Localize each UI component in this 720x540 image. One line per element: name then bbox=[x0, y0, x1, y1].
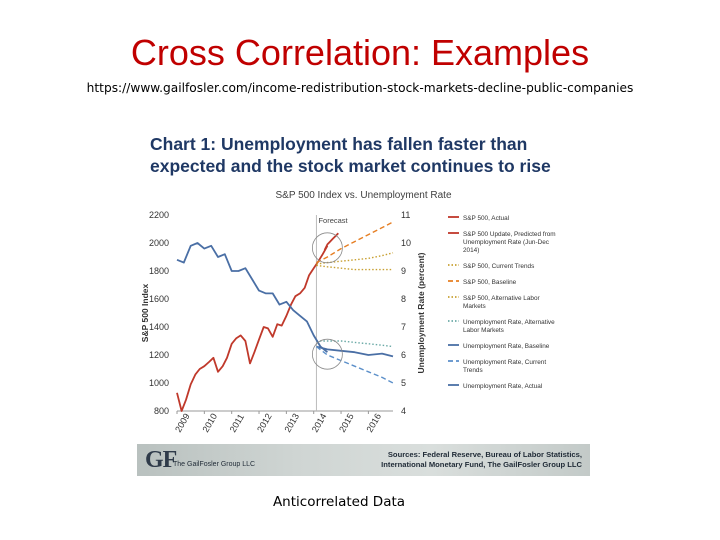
y-tick-label: 2200 bbox=[149, 210, 169, 220]
highlight-circle-sp bbox=[311, 232, 343, 264]
y2-tick-label: 6 bbox=[401, 350, 406, 360]
y2-tick-label: 5 bbox=[401, 378, 406, 388]
x-tick-label: 2009 bbox=[173, 412, 192, 434]
series-line bbox=[176, 242, 328, 353]
series-line bbox=[316, 221, 394, 264]
x-tick-label: 2013 bbox=[282, 412, 301, 434]
slide-caption: Anticorrelated Data bbox=[272, 494, 406, 510]
x-tick-label: 2012 bbox=[255, 412, 274, 434]
legend-label: S&P 500, Baseline bbox=[463, 279, 517, 286]
gf-logo: GF bbox=[145, 447, 177, 473]
y2-tick-label: 9 bbox=[401, 266, 406, 276]
series-line bbox=[316, 264, 393, 271]
highlight-circle-ur bbox=[311, 338, 343, 370]
series-line bbox=[176, 245, 329, 412]
series-line bbox=[316, 252, 394, 265]
legend-label: S&P 500 Update, Predicted from Unemployme… bbox=[463, 231, 556, 254]
y2-tick-label: 4 bbox=[401, 406, 406, 416]
slide-title: Cross Correlation: Examples bbox=[130, 32, 590, 73]
y-tick-label: 1000 bbox=[149, 378, 169, 388]
y-axis-label: S&P 500 Index bbox=[140, 284, 150, 343]
x-tick-label: 2014 bbox=[310, 412, 329, 434]
series-line bbox=[316, 345, 394, 358]
y-tick-label: 1200 bbox=[149, 350, 169, 360]
legend-label: Unemployment Rate, Baseline bbox=[463, 343, 550, 350]
sources-line-1: Sources: Federal Reserve, Bureau of Labo… bbox=[387, 450, 582, 459]
chart-title: S&P 500 Index vs. Unemployment Rate bbox=[275, 190, 452, 201]
x-tick-label: 2011 bbox=[228, 412, 246, 434]
x-tick-label: 2016 bbox=[364, 412, 383, 434]
figure-footer: GF The GailFosler Group LLC Sources: Fed… bbox=[137, 444, 590, 476]
x-tick-label: 2010 bbox=[200, 412, 219, 434]
legend-label: Unemployment Rate, Current Trends bbox=[463, 359, 546, 374]
y-tick-label: 800 bbox=[154, 406, 169, 416]
firm-name: The GailFosler Group LLC bbox=[173, 461, 256, 468]
sources-note: Sources: Federal Reserve, Bureau of Labo… bbox=[381, 450, 582, 470]
x-tick-label: 2015 bbox=[337, 412, 356, 434]
chart-heading: Chart 1: Unemployment has fallen faster … bbox=[150, 134, 551, 176]
forecast-label: Forecast bbox=[318, 216, 348, 225]
y2-tick-label: 11 bbox=[401, 210, 410, 220]
y-tick-label: 2000 bbox=[149, 238, 169, 248]
legend-label: S&P 500, Current Trends bbox=[463, 263, 534, 270]
series-line bbox=[316, 340, 394, 348]
y-tick-label: 1800 bbox=[149, 266, 169, 276]
legend-label: S&P 500, Alternative Labor Markets bbox=[463, 295, 540, 310]
y2-axis-label: Unemployment Rate (percent) bbox=[416, 252, 426, 373]
sources-line-2: International Monetary Fund, The GailFos… bbox=[381, 460, 582, 469]
line-chart: 800 1000 1200 1400 1600 1800 2000 2200 4 5 6 7 8 9 10 1… bbox=[140, 210, 556, 434]
legend-label: Unemployment Rate, Actual bbox=[463, 383, 542, 390]
y-tick-label: 1600 bbox=[149, 294, 169, 304]
series-line bbox=[315, 346, 394, 384]
chart-figure: Chart 1: Unemployment has fallen faster … bbox=[137, 126, 590, 476]
source-url[interactable]: https://www.gailfosler.com/income-redist… bbox=[86, 81, 634, 95]
legend-label: Unemployment Rate, Alternative Labor Mark… bbox=[463, 319, 555, 334]
y2-tick-label: 8 bbox=[401, 294, 406, 304]
legend-label: S&P 500, Actual bbox=[463, 215, 509, 222]
y2-tick-label: 7 bbox=[401, 322, 406, 332]
y-tick-label: 1400 bbox=[149, 322, 169, 332]
y2-tick-label: 10 bbox=[401, 238, 411, 248]
